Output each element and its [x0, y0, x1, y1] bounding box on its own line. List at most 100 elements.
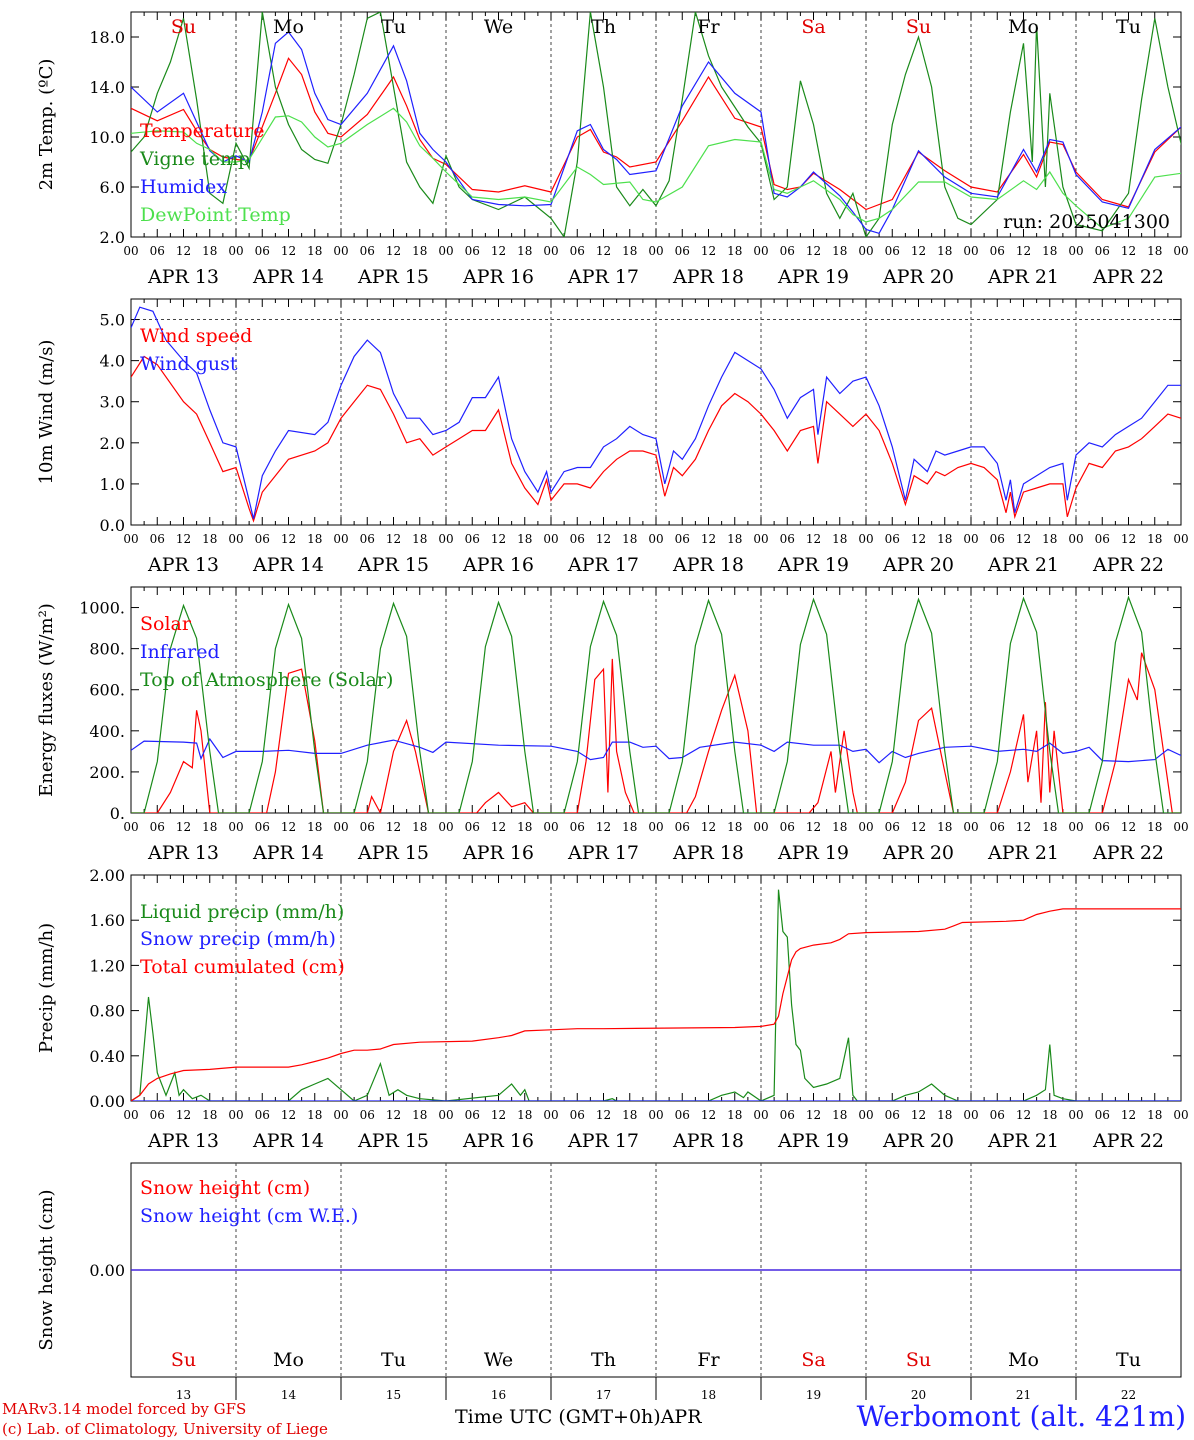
hour-tick-label: 12	[1016, 244, 1031, 258]
hour-tick-label: 18	[202, 532, 217, 546]
legend-entry: Snow height (cm W.E.)	[140, 1205, 358, 1227]
day-label: APR 21	[987, 1130, 1059, 1152]
y-tick-label: 0.	[110, 804, 125, 823]
weekday-label: We	[484, 1349, 513, 1371]
day-label: APR 19	[777, 266, 849, 288]
hour-tick-label: 18	[937, 532, 952, 546]
hour-tick-label: 00	[753, 532, 768, 546]
hour-tick-label: 18	[622, 244, 637, 258]
hour-tick-label: 00	[123, 820, 138, 834]
hour-tick-label: 06	[990, 820, 1005, 834]
y-tick-label: 10.0	[89, 128, 125, 147]
hour-tick-label: 06	[675, 532, 690, 546]
hour-tick-label: 00	[543, 532, 558, 546]
weekday-label: Mo	[273, 16, 304, 38]
hour-tick-label: 12	[1121, 820, 1136, 834]
weekday-label: Su	[906, 1349, 931, 1371]
hour-tick-label: 00	[543, 820, 558, 834]
hour-tick-label: 12	[911, 244, 926, 258]
day-label: APR 15	[357, 842, 429, 864]
hour-tick-label: 00	[963, 1108, 978, 1122]
hour-tick-label: 18	[1147, 1108, 1162, 1122]
weekday-label: Mo	[1008, 16, 1039, 38]
y-tick-label: 3.0	[100, 393, 125, 412]
y-tick-label: 2.0	[100, 228, 125, 247]
day-label: APR 14	[252, 1130, 324, 1152]
hour-tick-label: 00	[963, 244, 978, 258]
y-axis-label: Precip (mm/h)	[36, 923, 57, 1053]
hour-tick-label: 06	[1095, 1108, 1110, 1122]
hour-tick-label: 12	[1121, 532, 1136, 546]
hour-tick-label: 12	[491, 532, 506, 546]
hour-tick-label: 00	[543, 244, 558, 258]
hour-tick-label: 06	[360, 820, 375, 834]
hour-tick-label: 00	[753, 244, 768, 258]
hour-tick-label: 18	[307, 820, 322, 834]
hour-tick-label: 12	[281, 244, 296, 258]
panel-2	[130, 298, 1182, 526]
day-label: APR 19	[777, 1130, 849, 1152]
day-label: APR 15	[357, 266, 429, 288]
hour-tick-label: 18	[412, 532, 427, 546]
hour-tick-label: 12	[1016, 532, 1031, 546]
hour-tick-label: 00	[858, 244, 873, 258]
day-label: APR 21	[987, 842, 1059, 864]
y-tick-label: 200.	[89, 763, 125, 782]
weekday-label: Tu	[1116, 1349, 1141, 1371]
hour-tick-label: 18	[622, 1108, 637, 1122]
hour-tick-label: 18	[517, 244, 532, 258]
hour-tick-label: 06	[360, 532, 375, 546]
hour-tick-label: 18	[832, 244, 847, 258]
day-label: APR 19	[777, 554, 849, 576]
month-label: APR	[660, 1406, 702, 1428]
y-tick-label: 1.20	[89, 956, 125, 975]
day-label: APR 13	[147, 554, 219, 576]
time-axis-label: Time UTC (GMT+0h)APR	[455, 1406, 702, 1428]
hour-tick-label: 06	[780, 244, 795, 258]
series-line-liquid-precip-mm-h-	[131, 889, 1181, 1101]
hour-tick-label: 12	[701, 1108, 716, 1122]
hour-tick-label: 00	[753, 820, 768, 834]
series-line-top-of-atmosphere-solar-	[131, 595, 1181, 813]
series-line-wind-speed	[131, 355, 1181, 523]
legend-entry: DewPoint Temp	[140, 204, 291, 226]
hour-tick-label: 00	[648, 820, 663, 834]
hour-tick-label: 18	[727, 244, 742, 258]
hour-tick-label: 18	[727, 532, 742, 546]
hour-tick-label: 18	[937, 1108, 952, 1122]
weekday-label: Su	[906, 16, 931, 38]
hour-tick-label: 12	[386, 820, 401, 834]
hour-tick-label: 12	[386, 1108, 401, 1122]
hour-tick-label: 00	[123, 1108, 138, 1122]
hour-tick-label: 00	[1068, 532, 1083, 546]
hour-tick-label: 18	[832, 1108, 847, 1122]
hour-tick-label: 12	[806, 820, 821, 834]
hour-tick-label: 06	[570, 244, 585, 258]
hour-tick-label: 06	[885, 244, 900, 258]
hour-tick-label: 00	[123, 532, 138, 546]
legend-entry: Temperature	[140, 120, 264, 142]
hour-tick-label: 18	[412, 244, 427, 258]
day-label: APR 14	[252, 266, 324, 288]
y-tick-label: 0.40	[89, 1047, 125, 1066]
day-label: APR 22	[1092, 554, 1164, 576]
day-label: APR 18	[672, 1130, 744, 1152]
day-number-label: 19	[805, 1388, 822, 1402]
hour-tick-label: 06	[255, 1108, 270, 1122]
y-axis-label: Snow height (cm)	[36, 1189, 57, 1350]
day-number-label: 14	[280, 1388, 297, 1402]
hour-tick-label: 12	[911, 532, 926, 546]
day-label: APR 18	[672, 266, 744, 288]
day-label: APR 20	[882, 266, 954, 288]
hour-tick-label: 00	[228, 1108, 243, 1122]
hour-tick-label: 18	[1147, 532, 1162, 546]
hour-tick-label: 06	[885, 1108, 900, 1122]
day-label: APR 15	[357, 1130, 429, 1152]
day-number-label: 22	[1120, 1388, 1137, 1402]
hour-tick-label: 18	[202, 244, 217, 258]
hour-tick-label: 18	[202, 1108, 217, 1122]
hour-tick-label: 18	[1042, 244, 1057, 258]
hour-tick-label: 12	[281, 820, 296, 834]
hour-tick-label: 06	[150, 820, 165, 834]
